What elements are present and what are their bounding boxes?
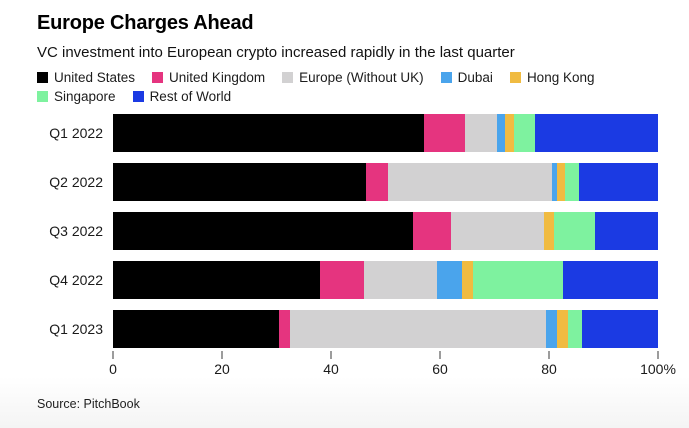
bar-segment [366, 163, 389, 201]
bar-track [113, 212, 658, 250]
legend-item: United States [37, 70, 135, 85]
bar-segment [113, 163, 367, 201]
bar-segment [388, 163, 552, 201]
chart-row: Q3 2022 [37, 212, 658, 250]
bar-segment [562, 261, 658, 299]
bar-segment [551, 163, 558, 201]
legend-item: United Kingdom [152, 70, 265, 85]
bar-segment [113, 310, 280, 348]
category-label: Q2 2022 [49, 174, 103, 190]
bar-segment [546, 310, 558, 348]
tick-label: 60 [432, 361, 448, 377]
x-axis: 0 20 40 60 80 100% [109, 348, 676, 380]
bar-segment [568, 310, 582, 348]
category-label: Q4 2022 [49, 272, 103, 288]
tick-label: 80 [541, 361, 557, 377]
legend-item: Dubai [440, 70, 493, 85]
bar-track [113, 114, 658, 152]
bar-segment [595, 212, 658, 250]
legend: United States United Kingdom Europe (Witho… [37, 70, 649, 104]
tick-label: 0 [109, 361, 117, 377]
legend-swatch [440, 72, 452, 83]
legend-row: Singapore Rest of World [37, 89, 649, 104]
bar-segment [290, 310, 547, 348]
tick-mark [657, 351, 659, 359]
chart-row: Q2 2022 [37, 163, 658, 201]
bar-segment [497, 114, 506, 152]
bar-segment [513, 114, 536, 152]
chart-row: Q1 2023 [37, 310, 658, 348]
legend-swatch [509, 72, 521, 83]
legend-swatch [37, 91, 48, 102]
tick-mark [330, 351, 332, 359]
bar-segment [113, 261, 321, 299]
chart-rows: Q1 2022 Q2 2022 Q3 2022 Q4 2022 Q1 2023 [37, 114, 658, 348]
bar-segment [450, 212, 544, 250]
chart-title: Europe Charges Ahead [37, 12, 254, 34]
bar-track [113, 163, 658, 201]
source-note: Source: PitchBook [37, 397, 140, 411]
bar-segment [554, 212, 596, 250]
bar-segment [363, 261, 438, 299]
tick-label: 40 [323, 361, 339, 377]
bar-track [113, 310, 658, 348]
legend-item: Rest of World [132, 89, 232, 104]
legend-label: Dubai [457, 70, 493, 85]
tick-label: 100% [640, 361, 676, 377]
bar-segment [320, 261, 364, 299]
legend-label: United Kingdom [169, 70, 266, 85]
chart-row: Q4 2022 [37, 261, 658, 299]
bar-segment [565, 163, 579, 201]
bar-segment [423, 114, 465, 152]
tick-mark [112, 351, 114, 359]
chart-page: Europe Charges Ahead VC investment into … [37, 12, 676, 411]
bar-segment [557, 310, 569, 348]
legend-label: Rest of World [149, 89, 232, 104]
bar-segment [461, 261, 473, 299]
bar-segment [279, 310, 291, 348]
tick-mark [221, 351, 223, 359]
legend-label: Singapore [54, 89, 116, 104]
legend-label: Hong Kong [526, 70, 595, 85]
bar-segment [113, 114, 424, 152]
legend-row: United States United Kingdom Europe (Witho… [37, 70, 649, 85]
legend-label: Europe (Without UK) [299, 70, 424, 85]
bar-segment [543, 212, 555, 250]
tick-mark [548, 351, 550, 359]
bar-segment [472, 261, 563, 299]
bar-segment [578, 163, 658, 201]
legend-item: Europe (Without UK) [282, 70, 424, 85]
legend-item: Singapore [37, 89, 116, 104]
bar-segment [557, 163, 566, 201]
bar-segment [581, 310, 658, 348]
legend-label: United States [54, 70, 136, 85]
stacked-bar-chart: Q1 2022 Q2 2022 Q3 2022 Q4 2022 Q1 2023 0 20 4… [37, 114, 676, 380]
bar-segment [464, 114, 498, 152]
category-label: Q1 2023 [49, 321, 103, 337]
tick-mark [439, 351, 441, 359]
legend-swatch [282, 72, 294, 83]
legend-swatch [152, 72, 164, 83]
bar-segment [437, 261, 462, 299]
bar-segment [535, 114, 658, 152]
legend-item: Hong Kong [509, 70, 595, 85]
chart-subtitle: VC investment into European crypto incre… [37, 44, 515, 61]
legend-swatch [37, 72, 48, 83]
tick-label: 20 [214, 361, 230, 377]
category-label: Q3 2022 [49, 223, 103, 239]
bar-segment [113, 212, 413, 250]
bar-segment [412, 212, 451, 250]
category-label: Q1 2022 [49, 125, 103, 141]
bar-track [113, 261, 658, 299]
chart-row: Q1 2022 [37, 114, 658, 152]
bar-segment [505, 114, 514, 152]
legend-swatch [132, 91, 144, 102]
